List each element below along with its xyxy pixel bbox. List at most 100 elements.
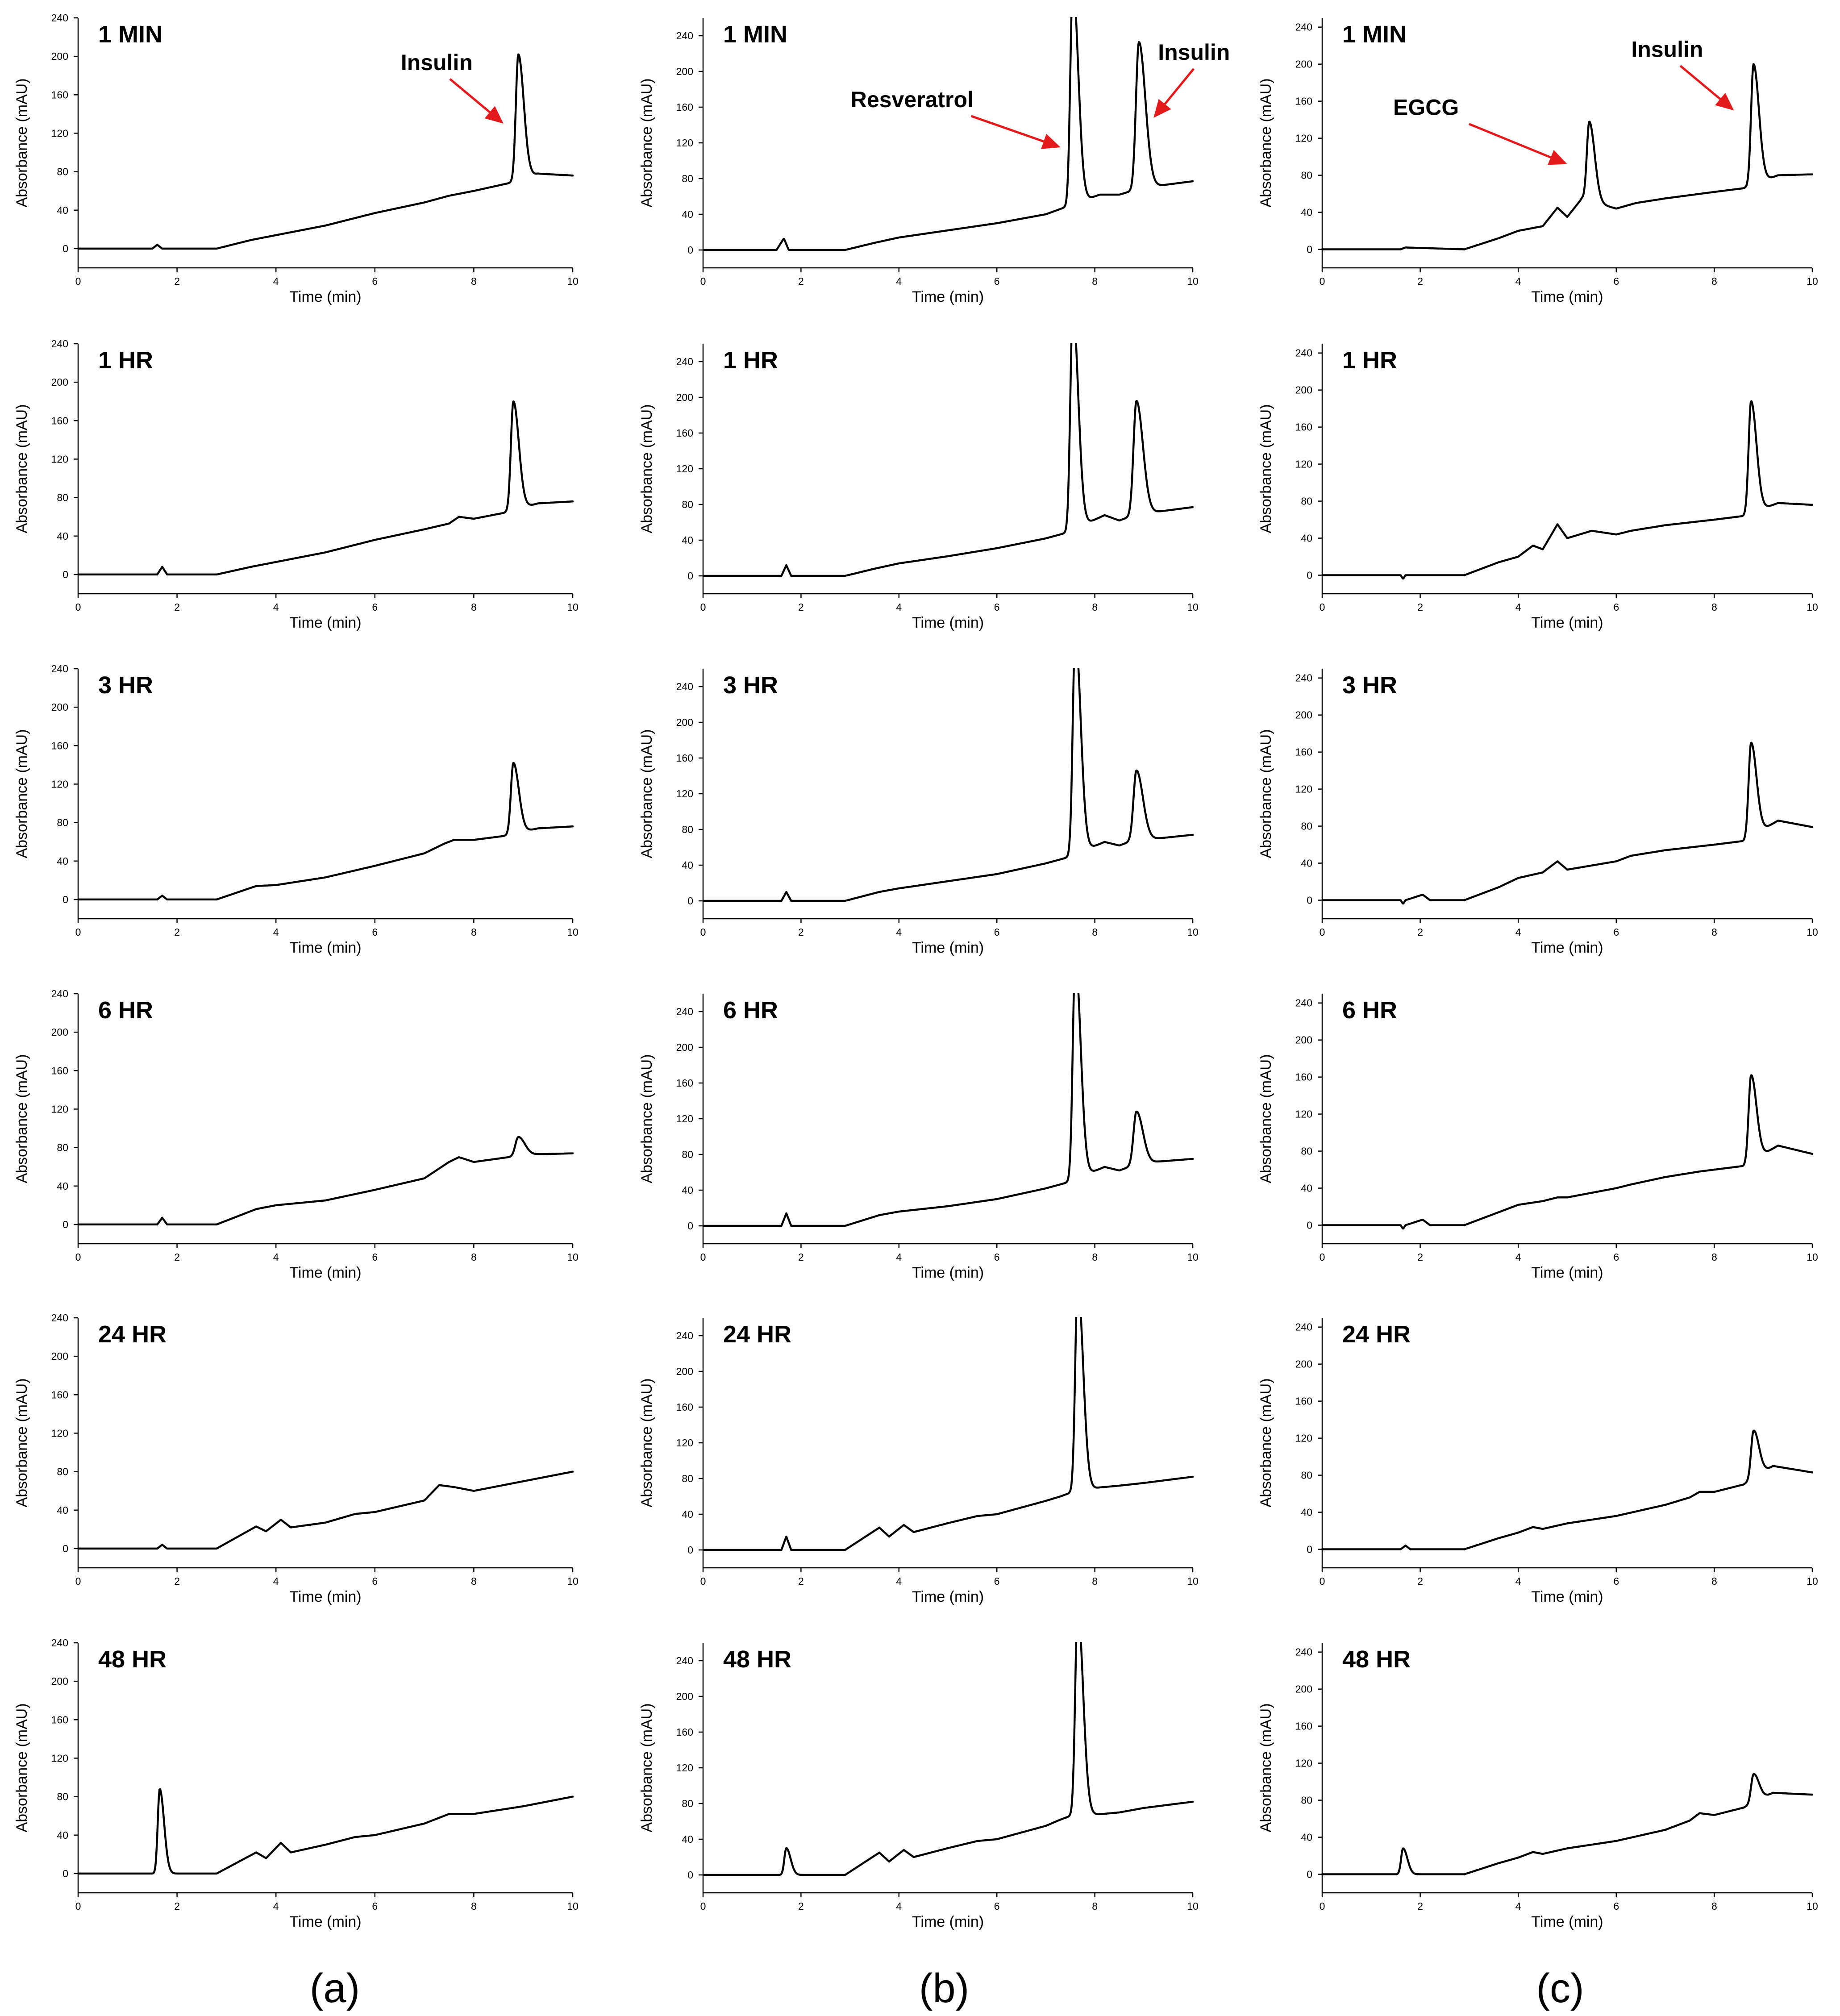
y-tick-label: 40: [57, 1504, 68, 1516]
y-tick-label: 160: [676, 427, 693, 439]
panel-title: 3 HR: [98, 672, 153, 699]
y-tick-label: 160: [1295, 1395, 1312, 1407]
y-tick-label: 120: [1295, 783, 1312, 795]
y-axis-label: Absorbance (mAU): [1257, 1054, 1274, 1183]
y-tick-label: 240: [51, 1637, 68, 1649]
chart-panel-b-24hr: 0 40 80 120 160 200 240 0 2 4 6 8 10 Time (min) Absorb…: [638, 1317, 1199, 1605]
x-tick-label: 2: [1417, 1900, 1423, 1912]
x-tick-label: 6: [372, 1900, 378, 1912]
x-tick-label: 4: [896, 275, 902, 287]
x-axis-label: Time (min): [912, 939, 984, 956]
chart-panel-a-1hr: 0 40 80 120 160 200 240 0 2 4 6 8 10 Time (min) Absorb…: [13, 338, 579, 631]
y-tick-label: 120: [1295, 1433, 1312, 1444]
x-tick-label: 4: [896, 601, 902, 613]
y-tick-label: 160: [51, 1389, 68, 1400]
x-tick-label: 8: [471, 1575, 477, 1587]
y-tick-label: 0: [687, 895, 693, 907]
y-tick-label: 80: [1301, 496, 1312, 507]
x-tick-label: 0: [75, 1900, 81, 1912]
x-tick-label: 4: [896, 1251, 902, 1263]
x-tick-label: 8: [1711, 275, 1717, 287]
y-tick-label: 120: [1295, 133, 1312, 144]
y-axis-label: Absorbance (mAU): [1257, 1378, 1274, 1507]
x-tick-label: 6: [1613, 1900, 1619, 1912]
annotation-label: Resveratrol: [851, 87, 974, 112]
panel-title: 6 HR: [723, 997, 778, 1024]
y-tick-label: 240: [676, 356, 693, 367]
chart-panel-c-1min: 0 40 80 120 160 200 240 0 2 4 6 8 10 Time (min) Absorb…: [1257, 18, 1818, 305]
x-tick-label: 8: [1092, 1900, 1098, 1912]
x-tick-label: 4: [1515, 1575, 1521, 1587]
y-tick-label: 160: [51, 1714, 68, 1725]
chart-panel-a-1min: 0 40 80 120 160 200 240 0 2 4 6 8 10 Time (min) Absorb…: [13, 12, 579, 305]
x-tick-label: 2: [798, 1251, 804, 1263]
x-axis-label: Time (min): [1531, 288, 1603, 305]
x-tick-label: 2: [1417, 1575, 1423, 1587]
annotation-arrowhead: [1548, 150, 1567, 165]
y-tick-label: 80: [57, 1142, 68, 1154]
x-axis-label: Time (min): [912, 614, 984, 631]
y-tick-label: 160: [1295, 96, 1312, 107]
chromatogram-trace: [703, 343, 1194, 577]
chart-panel-a-48hr: 0 40 80 120 160 200 240 0 2 4 6 8 10 Time (min) Absorb…: [13, 1637, 579, 1930]
y-tick-label: 0: [1307, 570, 1312, 581]
y-tick-label: 120: [1295, 1108, 1312, 1120]
y-tick-label: 200: [1295, 1683, 1312, 1695]
x-tick-label: 10: [567, 1900, 579, 1912]
y-tick-label: 120: [51, 1752, 68, 1764]
chromatogram-trace: [78, 53, 574, 250]
y-axis-label: Absorbance (mAU): [638, 1378, 655, 1507]
y-tick-label: 80: [682, 1473, 693, 1484]
y-tick-label: 240: [676, 681, 693, 692]
x-axis-label: Time (min): [289, 1588, 361, 1605]
y-tick-label: 240: [1295, 997, 1312, 1009]
y-tick-label: 160: [676, 752, 693, 764]
x-tick-label: 2: [174, 1900, 180, 1912]
y-tick-label: 160: [1295, 746, 1312, 758]
x-tick-label: 6: [1613, 275, 1619, 287]
x-axis-label: Time (min): [912, 1588, 984, 1605]
y-axis-label: Absorbance (mAU): [638, 729, 655, 858]
x-tick-label: 8: [471, 926, 477, 938]
y-tick-label: 240: [676, 1330, 693, 1341]
chromatogram-trace: [703, 1642, 1194, 1876]
y-tick-label: 240: [51, 1312, 68, 1324]
x-axis-label: Time (min): [1531, 1588, 1603, 1605]
y-tick-label: 40: [57, 530, 68, 542]
y-tick-label: 200: [676, 66, 693, 77]
y-tick-label: 40: [1301, 1832, 1312, 1843]
x-axis-label: Time (min): [289, 614, 361, 631]
chart-panel-a-24hr: 0 40 80 120 160 200 240 0 2 4 6 8 10 Time (min) Absorb…: [13, 1312, 579, 1605]
x-tick-label: 2: [798, 1900, 804, 1912]
y-tick-label: 40: [682, 534, 693, 546]
y-tick-label: 200: [676, 1366, 693, 1377]
y-tick-label: 200: [676, 392, 693, 403]
y-tick-label: 40: [1301, 1507, 1312, 1518]
x-tick-label: 8: [1092, 926, 1098, 938]
x-tick-label: 0: [700, 926, 706, 938]
x-axis-label: Time (min): [289, 1913, 361, 1930]
x-tick-label: 4: [896, 1575, 902, 1587]
x-tick-label: 0: [700, 1575, 706, 1587]
chromatogram-trace: [78, 1136, 574, 1226]
x-tick-label: 10: [1807, 1900, 1818, 1912]
chart-panel-b-1min: 0 40 80 120 160 200 240 0 2 4 6 8 10 Time (min) Absorb…: [638, 17, 1230, 305]
x-tick-label: 2: [1417, 1251, 1423, 1263]
y-tick-label: 40: [1301, 858, 1312, 869]
y-axis-label: Absorbance (mAU): [13, 78, 30, 207]
panel-title: 1 MIN: [98, 21, 162, 48]
annotation-arrow: [1469, 123, 1556, 160]
x-tick-label: 8: [1711, 1251, 1717, 1263]
x-tick-label: 6: [1613, 926, 1619, 938]
x-tick-label: 4: [273, 926, 279, 938]
y-tick-label: 200: [1295, 384, 1312, 396]
annotation-arrow: [1161, 68, 1195, 108]
y-tick-label: 80: [57, 166, 68, 178]
y-tick-label: 120: [1295, 458, 1312, 470]
x-tick-label: 0: [700, 601, 706, 613]
x-tick-label: 10: [567, 926, 579, 938]
x-tick-label: 10: [1807, 275, 1818, 287]
chart-panel-b-1hr: 0 40 80 120 160 200 240 0 2 4 6 8 10 Time (min) Absorb…: [638, 343, 1199, 631]
y-tick-label: 0: [62, 894, 68, 905]
